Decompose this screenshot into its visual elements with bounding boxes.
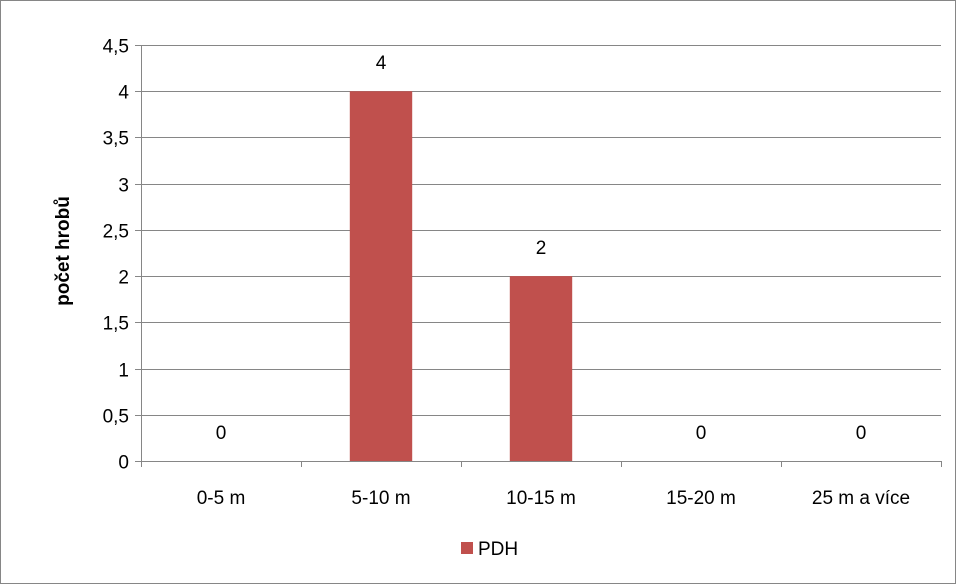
- legend: PDH: [461, 539, 518, 560]
- y-tick-label: 4,5: [103, 37, 129, 58]
- data-labels: 0 4 2 0 0: [216, 53, 867, 444]
- y-tick-label: 1: [118, 361, 129, 382]
- y-tick-labels: 0 0,5 1 1,5 2 2,5 3 3,5 4 4,5: [103, 37, 130, 474]
- data-label: 0: [856, 423, 867, 444]
- y-axis-title: počet hrobů: [53, 196, 74, 306]
- x-tick-label: 10-15 m: [506, 488, 576, 509]
- legend-entry-pdh: PDH: [478, 539, 518, 560]
- data-label: 2: [536, 238, 547, 259]
- x-tick-label: 5-10 m: [351, 488, 410, 509]
- legend-swatch: [461, 542, 473, 554]
- y-tick-label: 0,5: [103, 407, 129, 428]
- x-tick-label: 0-5 m: [197, 488, 246, 509]
- x-tick-labels: 0-5 m 5-10 m 10-15 m 15-20 m 25 m a více: [197, 488, 910, 509]
- y-tick-label: 2,5: [103, 222, 129, 243]
- x-tick-label: 25 m a více: [812, 488, 910, 509]
- bar: [509, 276, 573, 461]
- y-tick-label: 4: [118, 83, 129, 104]
- gridlines: [141, 45, 941, 416]
- y-tick-label: 3: [118, 176, 129, 197]
- data-label: 0: [216, 423, 227, 444]
- data-label: 0: [696, 423, 707, 444]
- y-tick-label: 0: [118, 453, 129, 474]
- bars: [349, 91, 573, 461]
- y-tick-label: 2: [118, 268, 129, 289]
- data-label: 4: [376, 53, 387, 74]
- x-tick-label: 15-20 m: [666, 488, 736, 509]
- y-tick-label: 1,5: [103, 314, 129, 335]
- axes: [135, 45, 942, 467]
- y-tick-label: 3,5: [103, 129, 129, 150]
- bar: [349, 91, 413, 461]
